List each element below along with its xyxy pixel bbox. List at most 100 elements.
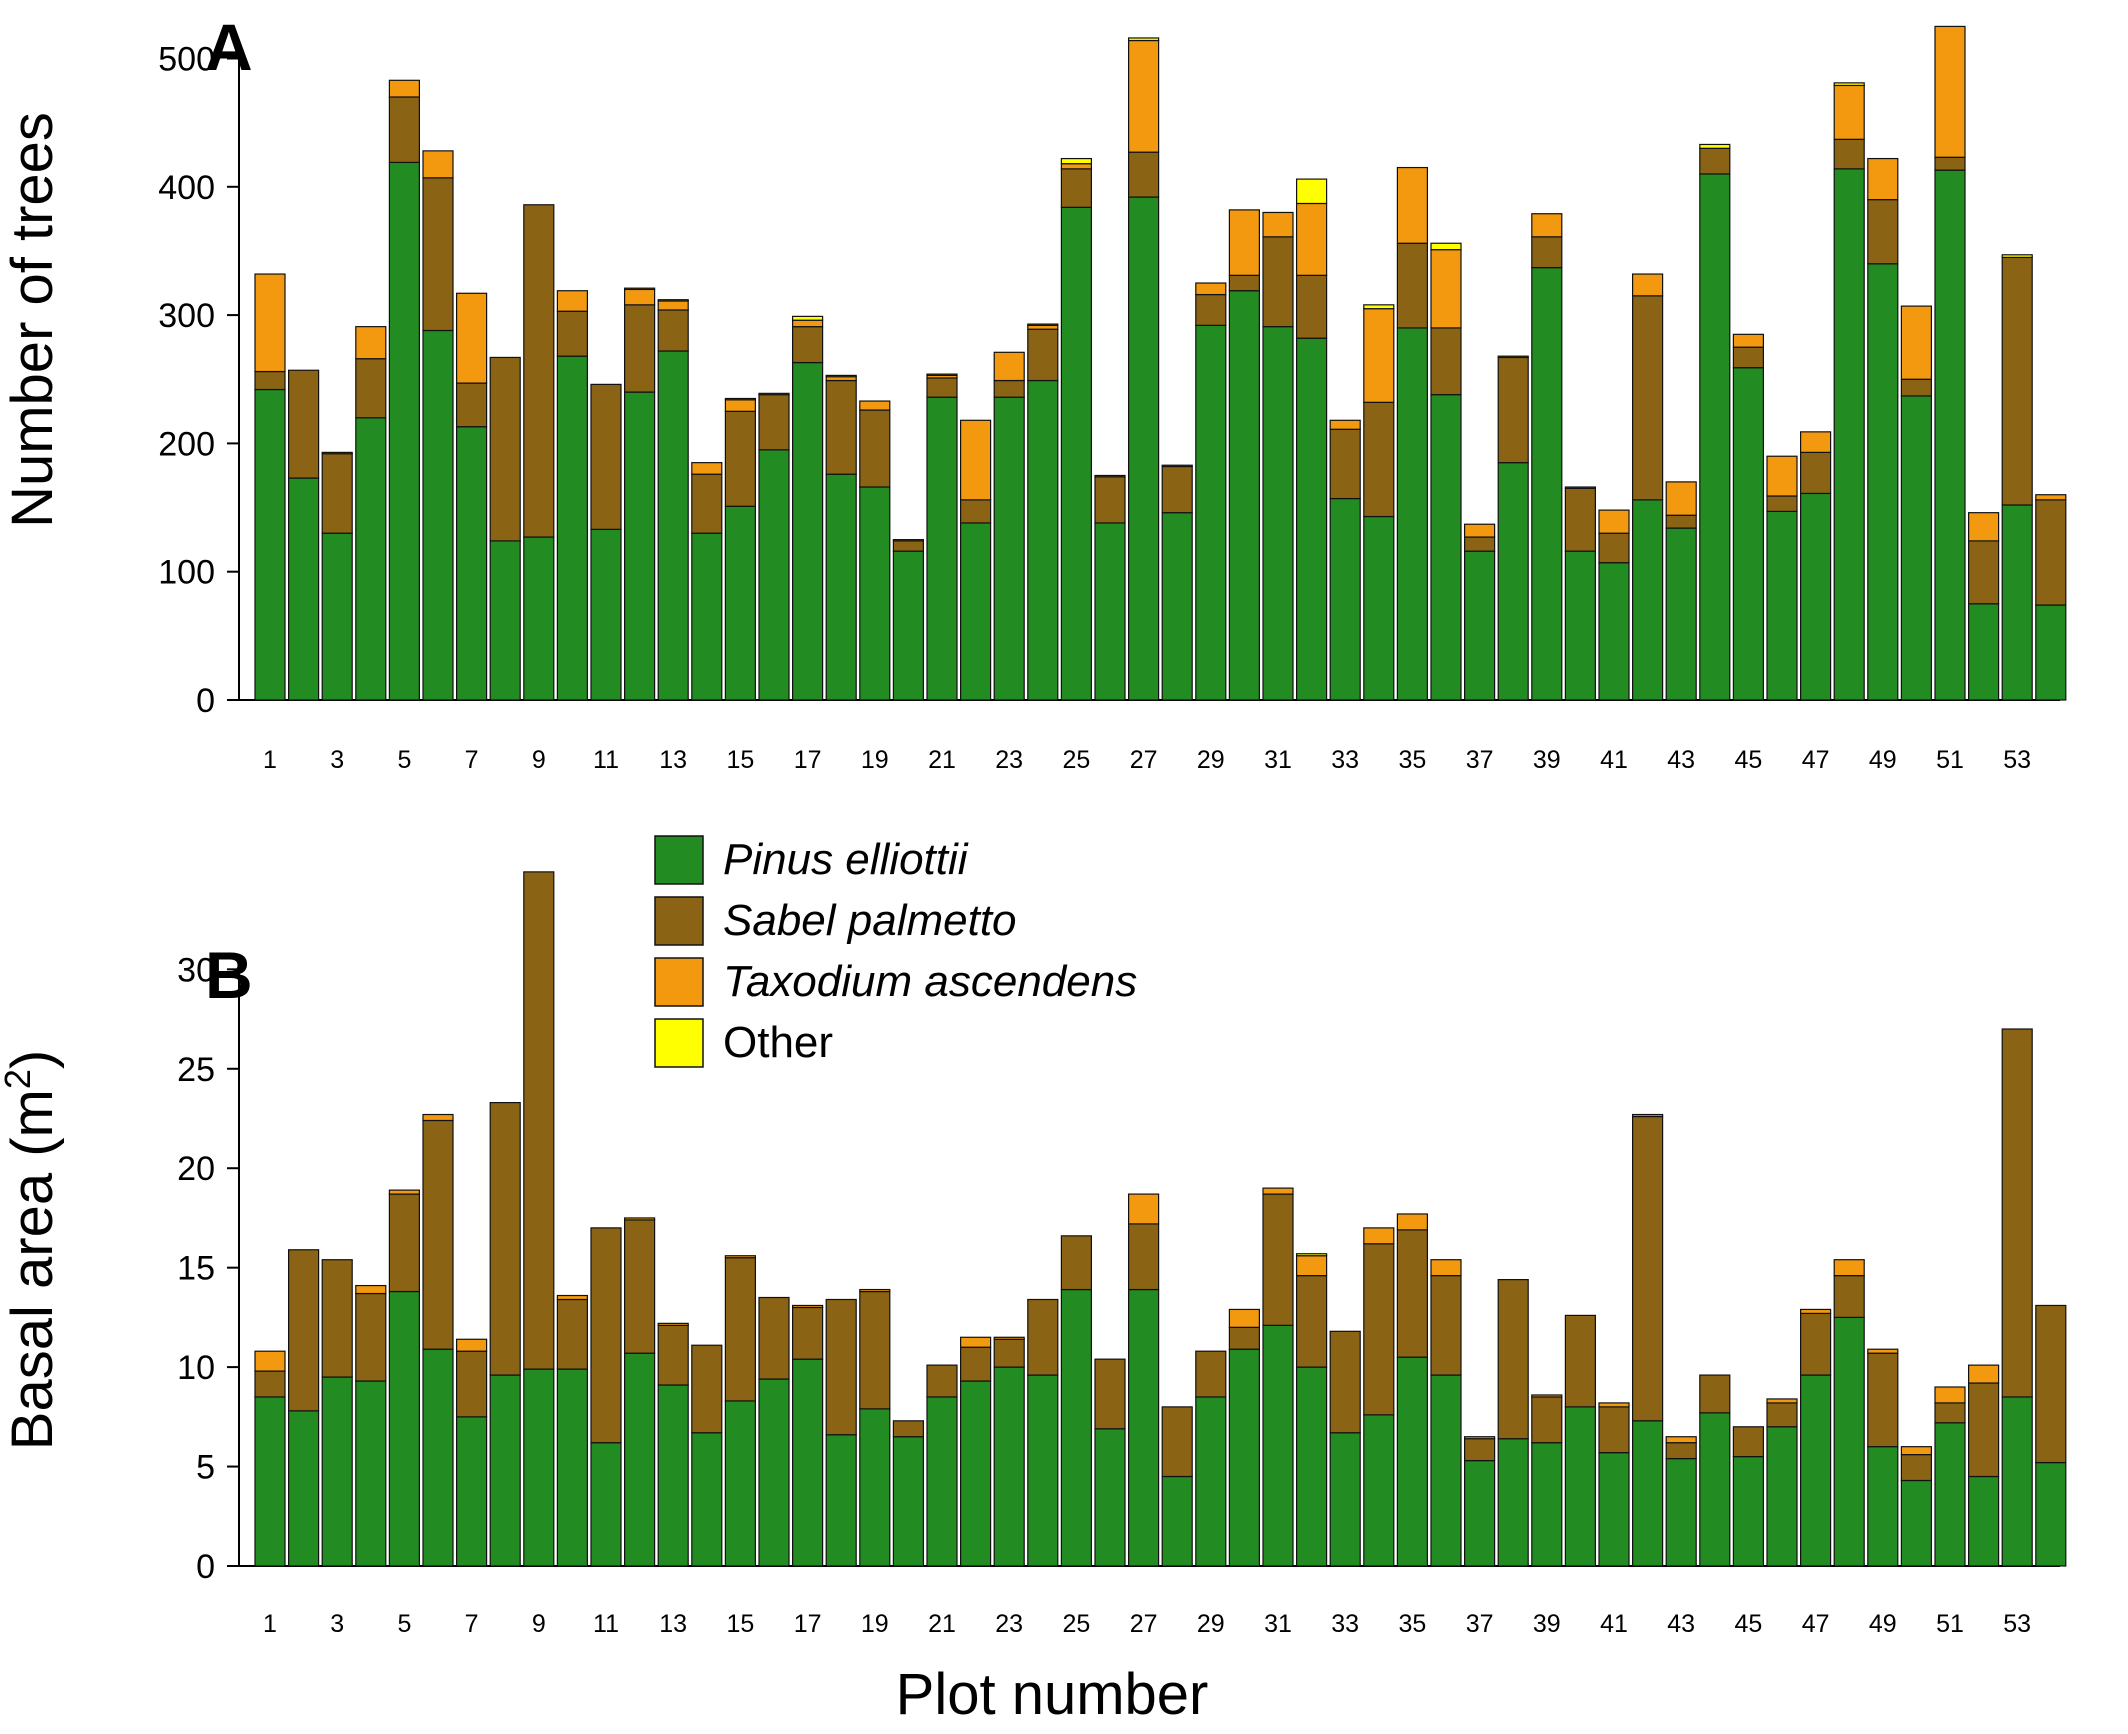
bar-b-plot-36-series-2: [1430, 1259, 1462, 1277]
bar-b-plot-23-series-0: [993, 1366, 1025, 1567]
bar-b-plot-10-series-1: [556, 1298, 589, 1370]
bar-b-plot-43-series-1: [1665, 1442, 1697, 1460]
bar-b-plot-16-series-0: [758, 1378, 790, 1567]
bar-b-plot-28-series-0: [1161, 1475, 1193, 1567]
bar-b-plot-54-series-0: [2035, 1461, 2067, 1567]
bar-a-plot-29-series-2: [1195, 282, 1227, 296]
bar-a-plot-18-series-0: [825, 473, 857, 701]
bar-b-plot-48-series-2: [1833, 1259, 1865, 1277]
bar-b-plot-3-series-1: [321, 1259, 353, 1378]
bar-a-plot-1-series-2: [254, 273, 286, 373]
bar-a-plot-22-series-0: [959, 522, 992, 701]
legend: Pinus elliottii Sabel palmetto Taxodium as…: [654, 835, 1137, 1068]
bar-a-plot-40-series-3: [1564, 486, 1597, 489]
bar-a-plot-36-series-2: [1430, 249, 1462, 329]
bar-b-plot-36-series-0: [1430, 1374, 1462, 1567]
bar-b-plot-54-series-1: [2035, 1304, 2067, 1464]
bar-b-plot-34-series-2: [1363, 1227, 1395, 1245]
bar-a-plot-26-series-1: [1094, 476, 1126, 524]
bar-b-plot-38-series-1: [1497, 1278, 1529, 1440]
bar-b-plot-4-series-0: [355, 1380, 387, 1567]
x-tick-label-a: 45: [1734, 746, 1762, 774]
bar-a-plot-54-series-2: [2035, 494, 2067, 501]
bar-b-plot-29-series-0: [1195, 1396, 1227, 1567]
bar-b-plot-46-series-2: [1766, 1398, 1798, 1404]
bar-a-plot-6-series-0: [422, 329, 454, 701]
bar-a-plot-27-series-1: [1127, 151, 1160, 198]
bar-a-plot-27-series-3: [1127, 37, 1160, 42]
bar-a-plot-9-series-0: [523, 536, 555, 701]
y-axis-label-a: Number of trees: [0, 112, 65, 528]
bar-a-plot-7-series-0: [456, 426, 488, 701]
bar-b-plot-44-series-0: [1699, 1412, 1731, 1567]
x-tick-label-b: 53: [2003, 1610, 2031, 1638]
bar-a-plot-7-series-2: [456, 292, 488, 384]
bar-a-plot-32-series-0: [1295, 337, 1328, 701]
x-tick-label-b: 3: [330, 1610, 344, 1638]
bar-a-plot-22-series-1: [959, 499, 992, 524]
bar-a-plot-29-series-1: [1195, 293, 1227, 326]
bar-b-plot-15-series-2: [724, 1255, 757, 1259]
bar-b-plot-30-series-1: [1228, 1326, 1261, 1350]
bar-a-plot-36-series-1: [1430, 327, 1462, 396]
bar-b-plot-21-series-0: [926, 1396, 958, 1567]
x-tick-label-b: 45: [1734, 1610, 1762, 1638]
bar-a-plot-30-series-1: [1228, 274, 1261, 292]
bar-b-plot-37-series-1: [1463, 1438, 1496, 1462]
bar-a-plot-4-series-0: [355, 417, 387, 701]
bar-b-plot-12-series-0: [623, 1352, 656, 1567]
bar-a-plot-42-series-2: [1631, 273, 1664, 297]
y-tick-label-b: 20: [177, 1150, 215, 1188]
bar-a-plot-12-series-0: [623, 391, 656, 701]
x-tick-label-b: 25: [1062, 1610, 1090, 1638]
bar-a-plot-32-series-3: [1295, 178, 1328, 205]
bar-b-plot-51-series-2: [1934, 1386, 1966, 1404]
bar-a-plot-11-series-1: [590, 383, 622, 530]
bar-a-plot-4-series-1: [355, 358, 387, 419]
bar-a-plot-50-series-2: [1900, 305, 1933, 380]
bar-b-plot-16-series-1: [758, 1296, 790, 1380]
bar-a-plot-33-series-0: [1329, 497, 1361, 701]
x-tick-label-b: 1: [263, 1610, 277, 1638]
bar-a-plot-35-series-2: [1396, 166, 1429, 244]
x-tick-label-a: 43: [1667, 746, 1695, 774]
bar-b-plot-34-series-0: [1363, 1414, 1395, 1567]
bar-a-plot-32-series-1: [1295, 274, 1328, 339]
bar-a-plot-8-series-0: [489, 540, 521, 701]
bar-a-plot-49-series-0: [1867, 263, 1899, 701]
bar-a-plot-10-series-0: [556, 355, 589, 701]
bar-b-plot-46-series-0: [1766, 1426, 1798, 1567]
y-tick-label-b: 10: [177, 1349, 215, 1387]
bar-b-plot-42-series-1: [1631, 1115, 1664, 1422]
legend-swatch-1: [654, 896, 704, 946]
bar-b-plot-6-series-0: [422, 1348, 454, 1567]
bar-a-plot-19-series-0: [859, 486, 891, 701]
x-tick-label-a: 9: [532, 746, 546, 774]
bar-b-plot-12-series-2: [623, 1217, 656, 1221]
x-tick-label-b: 33: [1331, 1610, 1359, 1638]
bar-b-plot-41-series-2: [1598, 1402, 1630, 1408]
x-tick-label-a: 31: [1264, 746, 1292, 774]
bar-b-plot-9-series-1: [523, 871, 555, 1370]
bar-a-plot-49-series-1: [1867, 199, 1899, 265]
bar-a-plot-2-series-1: [288, 369, 320, 479]
x-tick-label-b: 19: [861, 1610, 889, 1638]
bar-a-plot-37-series-1: [1463, 536, 1496, 552]
legend-label-0: Pinus elliottii: [723, 835, 969, 884]
bar-b-plot-49-series-1: [1867, 1352, 1899, 1448]
bar-b-plot-19-series-1: [859, 1290, 891, 1410]
bar-b-plot-49-series-2: [1867, 1348, 1899, 1354]
bar-b-plot-17-series-2: [791, 1304, 824, 1309]
bar-a-plot-51-series-0: [1934, 169, 1966, 701]
bar-b-plot-47-series-0: [1799, 1374, 1832, 1567]
bar-a-plot-23-series-2: [993, 351, 1025, 382]
bar-b-plot-35-series-1: [1396, 1229, 1429, 1358]
bar-b-plot-31-series-1: [1262, 1193, 1294, 1326]
bar-a-plot-14-series-1: [691, 473, 723, 534]
bar-a-plot-34-series-2: [1363, 308, 1395, 403]
bar-a-plot-28-series-3: [1161, 464, 1193, 468]
bar-b-plot-39-series-0: [1531, 1442, 1563, 1567]
bar-b-plot-42-series-2: [1631, 1113, 1664, 1118]
bar-a-plot-38-series-3: [1497, 355, 1529, 359]
bar-a-plot-12-series-1: [623, 304, 656, 393]
